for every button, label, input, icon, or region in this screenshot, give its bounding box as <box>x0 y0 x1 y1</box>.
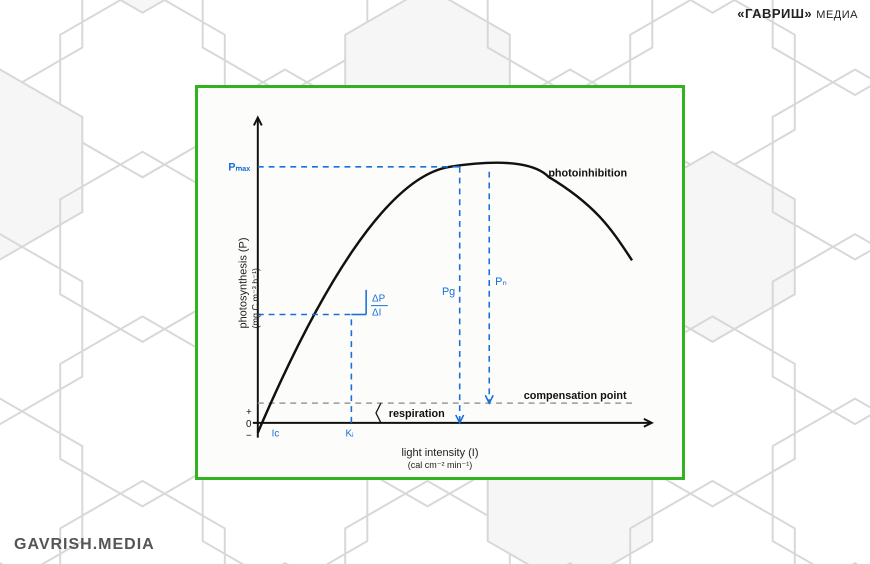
svg-text:Kᵢ: Kᵢ <box>345 429 354 440</box>
svg-text:Iᴄ: Iᴄ <box>272 429 280 440</box>
svg-text:Pₘₐₓ: Pₘₐₓ <box>228 162 250 174</box>
svg-text:photoinhibition: photoinhibition <box>548 168 627 180</box>
brand-name: «ГАВРИШ» <box>737 6 812 21</box>
svg-text:Pₙ: Pₙ <box>495 276 507 288</box>
y-axis-label: photosynthesis (P) (mg C m⁻³ h⁻¹) <box>238 237 262 328</box>
brand-sub: МЕДИА <box>816 9 858 21</box>
svg-text:compensation point: compensation point <box>524 390 627 402</box>
svg-text:0: 0 <box>246 419 252 430</box>
svg-text:−: − <box>246 431 252 442</box>
svg-text:ΔP: ΔP <box>372 294 386 305</box>
watermark-bottom: GAVRISH.MEDIA <box>14 536 155 554</box>
watermark-top: «ГАВРИШ» МЕДИА <box>737 6 858 21</box>
x-axis-label: light intensity (I) (cal cm⁻² min⁻¹) <box>401 447 478 471</box>
svg-text:ΔI: ΔI <box>372 307 381 318</box>
chart-frame: 0+ − Pₘₐₓ Iᴄ Kᵢ ΔP ΔI Pg Pₙ respiration compensati… <box>195 85 685 480</box>
chart-svg: 0+ − Pₘₐₓ Iᴄ Kᵢ ΔP ΔI Pg Pₙ respiration compensati… <box>198 88 682 477</box>
svg-text:+: + <box>246 407 252 418</box>
svg-text:respiration: respiration <box>389 408 445 420</box>
svg-text:Pg: Pg <box>442 286 455 298</box>
